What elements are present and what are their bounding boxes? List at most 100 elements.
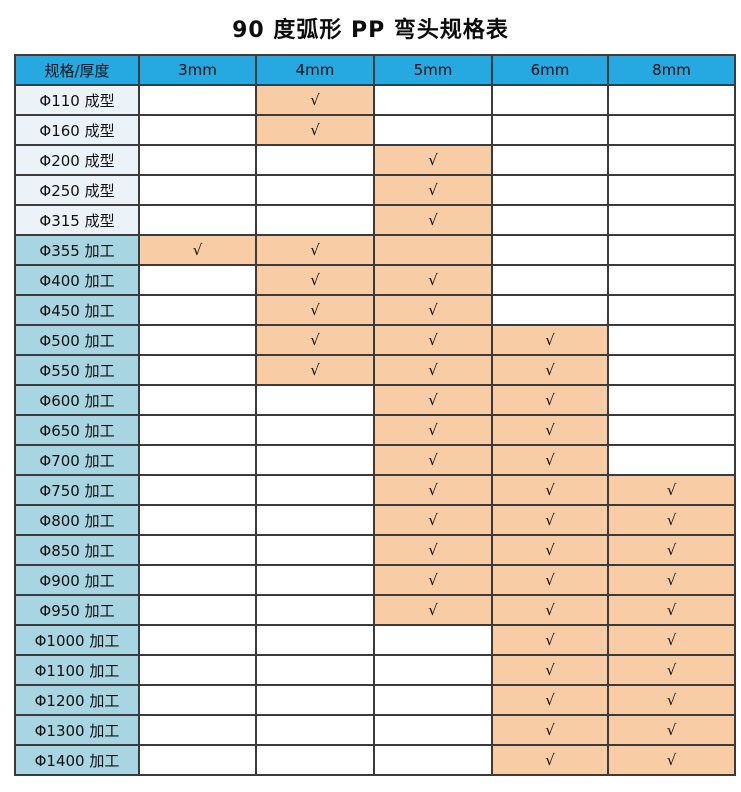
check-cell-5mm: √: [373, 414, 493, 446]
table-row: Φ1400 加工 √ √: [14, 744, 736, 776]
row-label: Φ950 加工: [14, 594, 140, 626]
check-cell-5mm: √: [373, 174, 493, 206]
empty-cell-6mm: [491, 144, 609, 176]
empty-cell-6mm: [491, 84, 609, 116]
check-cell-3mm: √: [138, 234, 257, 266]
empty-cell-4mm: [255, 144, 375, 176]
header-cell-8mm: 8mm: [607, 54, 736, 86]
check-cell-5mm: √: [373, 384, 493, 416]
check-cell-6mm: √: [491, 594, 609, 626]
row-label: Φ315 成型: [14, 204, 140, 236]
check-cell-4mm: √: [255, 234, 375, 266]
empty-cell-8mm: [607, 294, 736, 326]
empty-cell-3mm: [138, 564, 257, 596]
empty-cell-5mm: [373, 744, 493, 776]
row-label: Φ1000 加工: [14, 624, 140, 656]
table-row: Φ550 加工 √ √ √: [14, 354, 736, 386]
header-row: 规格/厚度 3mm 4mm 5mm 6mm 8mm: [14, 54, 736, 86]
empty-cell-4mm: [255, 594, 375, 626]
row-label: Φ700 加工: [14, 444, 140, 476]
table-row: Φ850 加工 √ √ √: [14, 534, 736, 566]
table-row: Φ450 加工 √ √: [14, 294, 736, 326]
check-cell-5mm: √: [373, 294, 493, 326]
empty-cell-3mm: [138, 414, 257, 446]
row-label: Φ900 加工: [14, 564, 140, 596]
empty-cell-6mm: [491, 264, 609, 296]
empty-cell-8mm: [607, 144, 736, 176]
check-cell-6mm: √: [491, 534, 609, 566]
empty-cell-5mm: [373, 234, 493, 266]
check-cell-5mm: √: [373, 564, 493, 596]
empty-cell-4mm: [255, 174, 375, 206]
check-cell-8mm: √: [607, 534, 736, 566]
check-cell-5mm: √: [373, 354, 493, 386]
table-row: Φ400 加工 √ √: [14, 264, 736, 296]
row-label: Φ600 加工: [14, 384, 140, 416]
empty-cell-3mm: [138, 384, 257, 416]
empty-cell-3mm: [138, 444, 257, 476]
check-cell-6mm: √: [491, 384, 609, 416]
table-row: Φ700 加工 √ √: [14, 444, 736, 476]
empty-cell-4mm: [255, 744, 375, 776]
empty-cell-4mm: [255, 534, 375, 566]
empty-cell-8mm: [607, 414, 736, 446]
check-cell-6mm: √: [491, 474, 609, 506]
empty-cell-3mm: [138, 474, 257, 506]
table-row: Φ800 加工 √ √ √: [14, 504, 736, 536]
table-row: Φ500 加工 √ √ √: [14, 324, 736, 356]
empty-cell-8mm: [607, 174, 736, 206]
table-row: Φ600 加工 √ √: [14, 384, 736, 416]
empty-cell-3mm: [138, 204, 257, 236]
empty-cell-8mm: [607, 324, 736, 356]
check-cell-4mm: √: [255, 264, 375, 296]
empty-cell-4mm: [255, 684, 375, 716]
check-cell-5mm: √: [373, 444, 493, 476]
row-label: Φ800 加工: [14, 504, 140, 536]
check-cell-4mm: √: [255, 294, 375, 326]
empty-cell-3mm: [138, 654, 257, 686]
empty-cell-3mm: [138, 504, 257, 536]
empty-cell-8mm: [607, 444, 736, 476]
empty-cell-8mm: [607, 234, 736, 266]
check-cell-8mm: √: [607, 474, 736, 506]
empty-cell-3mm: [138, 264, 257, 296]
empty-cell-3mm: [138, 714, 257, 746]
check-cell-6mm: √: [491, 714, 609, 746]
row-label: Φ1200 加工: [14, 684, 140, 716]
check-cell-8mm: √: [607, 714, 736, 746]
row-label: Φ250 成型: [14, 174, 140, 206]
empty-cell-3mm: [138, 84, 257, 116]
empty-cell-8mm: [607, 264, 736, 296]
empty-cell-5mm: [373, 654, 493, 686]
empty-cell-8mm: [607, 204, 736, 236]
row-label: Φ160 成型: [14, 114, 140, 146]
empty-cell-4mm: [255, 204, 375, 236]
table-row: Φ650 加工 √ √: [14, 414, 736, 446]
row-label: Φ400 加工: [14, 264, 140, 296]
row-label: Φ200 成型: [14, 144, 140, 176]
empty-cell-4mm: [255, 504, 375, 536]
empty-cell-6mm: [491, 204, 609, 236]
check-cell-6mm: √: [491, 444, 609, 476]
empty-cell-4mm: [255, 444, 375, 476]
row-label: Φ1100 加工: [14, 654, 140, 686]
check-cell-6mm: √: [491, 504, 609, 536]
check-cell-8mm: √: [607, 504, 736, 536]
row-label: Φ1300 加工: [14, 714, 140, 746]
header-cell-4mm: 4mm: [255, 54, 375, 86]
row-label: Φ355 加工: [14, 234, 140, 266]
check-cell-8mm: √: [607, 654, 736, 686]
empty-cell-8mm: [607, 354, 736, 386]
table-body: Φ110 成型 √ Φ160 成型 √ Φ200 成型 √ Φ250 成型 √ Φ315 成型 √…: [14, 84, 736, 776]
empty-cell-4mm: [255, 714, 375, 746]
table-row: Φ1200 加工 √ √: [14, 684, 736, 716]
header-cell-3mm: 3mm: [138, 54, 257, 86]
table-row: Φ1100 加工 √ √: [14, 654, 736, 686]
empty-cell-6mm: [491, 114, 609, 146]
check-cell-8mm: √: [607, 684, 736, 716]
empty-cell-3mm: [138, 684, 257, 716]
empty-cell-3mm: [138, 744, 257, 776]
table-row: Φ315 成型 √: [14, 204, 736, 236]
check-cell-5mm: √: [373, 474, 493, 506]
